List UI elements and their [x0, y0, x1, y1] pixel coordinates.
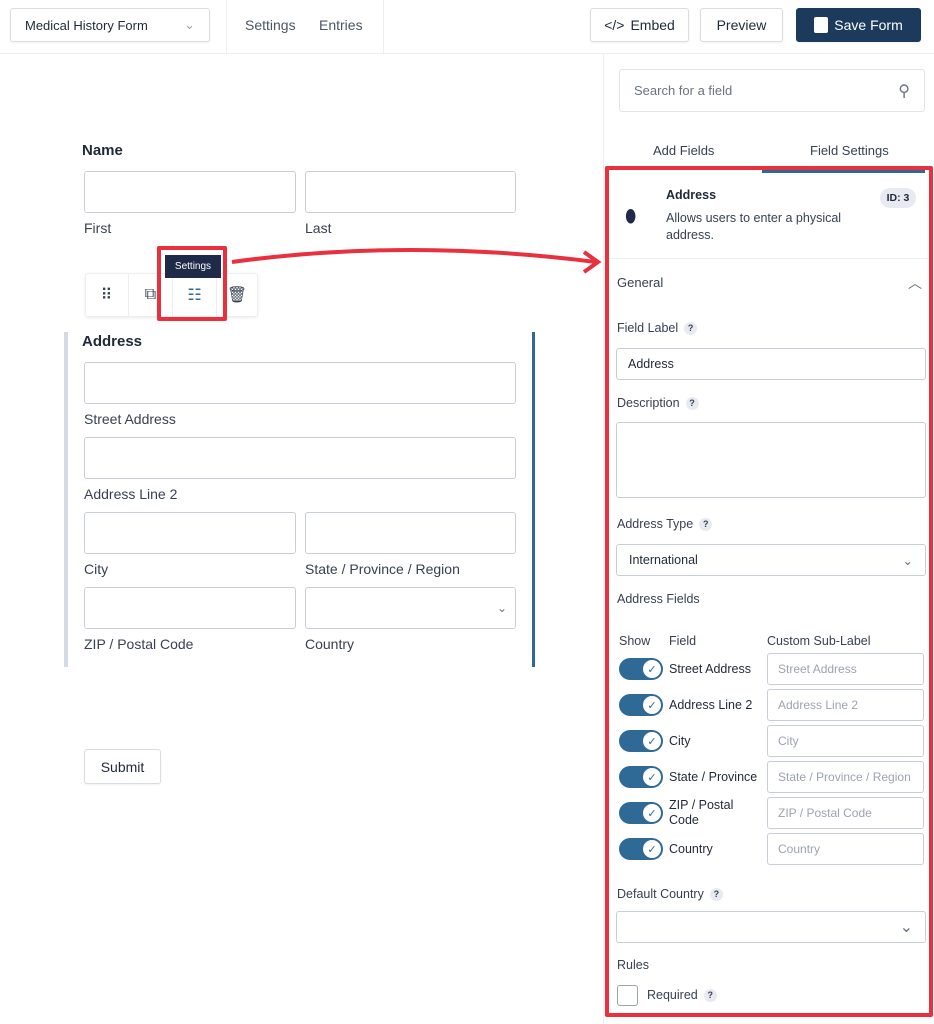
help-icon: ? — [684, 321, 698, 335]
help-icon: ? — [709, 887, 723, 901]
toggle-state[interactable]: ✓ — [619, 766, 663, 788]
sublabel-input[interactable]: Street Address — [767, 653, 924, 685]
drag-handle-icon[interactable]: ⠿ — [85, 273, 129, 317]
check-icon: ✓ — [643, 660, 661, 678]
help-icon: ? — [685, 396, 699, 410]
map-pin-icon: ⬮ — [625, 206, 637, 226]
line2-sublabel: Address Line 2 — [84, 486, 178, 502]
settings-tooltip: Settings — [165, 255, 221, 278]
address-type-label: Address Type? — [617, 517, 713, 531]
sublabel-input[interactable]: ZIP / Postal Code — [767, 797, 924, 829]
required-checkbox[interactable] — [617, 985, 638, 1006]
toggle-country[interactable]: ✓ — [619, 838, 663, 860]
form-name: Medical History Form — [25, 17, 148, 33]
address-label: Address — [82, 333, 143, 350]
line2-input[interactable] — [84, 437, 516, 479]
active-tab-indicator — [762, 170, 925, 173]
chevron-down-icon: ⌄ — [902, 553, 913, 568]
last-sublabel: Last — [305, 220, 332, 236]
required-label: Required? — [647, 988, 717, 1002]
rules-label: Rules — [617, 958, 649, 972]
sublabel-input[interactable]: State / Province / Region — [767, 761, 924, 793]
first-sublabel: First — [84, 220, 112, 236]
check-icon: ✓ — [643, 696, 661, 714]
first-name-input[interactable] — [84, 171, 296, 213]
form-selector[interactable]: Medical History Form ⌄ — [10, 8, 210, 42]
field-id-badge: ID: 3 — [880, 188, 916, 208]
check-icon: ✓ — [643, 840, 661, 858]
nav-settings[interactable]: Settings — [245, 17, 296, 33]
top-bar: Medical History Form ⌄ Settings Entries <… — [0, 0, 934, 54]
row-field-name: ZIP / Postal Code — [669, 798, 734, 827]
search-icon: ⚲ — [898, 82, 910, 100]
field-type-description: Allows users to enter a physical address… — [666, 211, 842, 242]
chevron-down-icon: ⌄ — [899, 919, 913, 936]
field-left-bar — [64, 332, 68, 667]
field-selected-bar — [532, 332, 535, 667]
help-icon: ? — [703, 988, 717, 1002]
address-fields-label: Address Fields — [617, 592, 700, 606]
sublabel-input[interactable]: City — [767, 725, 924, 757]
duplicate-icon[interactable]: ⧉ — [129, 273, 173, 317]
preview-button[interactable]: Preview — [700, 8, 783, 42]
tab-add-fields[interactable]: Add Fields — [653, 143, 715, 158]
description-label: Description? — [617, 396, 699, 410]
settings-sliders-icon[interactable]: ☷ — [173, 273, 217, 317]
country-sublabel: Country — [305, 636, 355, 652]
sublabel-input[interactable]: Address Line 2 — [767, 689, 924, 721]
check-icon: ✓ — [643, 804, 661, 822]
state-input[interactable] — [305, 512, 516, 554]
help-icon: ? — [699, 517, 713, 531]
sublabel-input[interactable]: Country — [767, 833, 924, 865]
save-form-button[interactable]: Save Form — [796, 8, 921, 42]
toggle-zip[interactable]: ✓ — [619, 802, 663, 824]
toggle-street[interactable]: ✓ — [619, 658, 663, 680]
name-label: Name — [82, 142, 123, 159]
city-sublabel: City — [84, 561, 109, 577]
row-field-name: State / Province — [669, 770, 758, 784]
toggle-line2[interactable]: ✓ — [619, 694, 663, 716]
country-select[interactable]: ⌄ — [305, 587, 516, 629]
check-icon: ✓ — [643, 768, 661, 786]
row-field-name: Country — [669, 842, 713, 856]
col-show: Show — [619, 634, 651, 648]
nav-entries[interactable]: Entries — [319, 17, 363, 33]
tab-field-settings[interactable]: Field Settings — [810, 143, 889, 158]
field-type-title: Address — [666, 188, 717, 202]
highlight-box — [157, 246, 227, 321]
chevron-up-icon[interactable]: ︿ — [908, 275, 922, 291]
city-input[interactable] — [84, 512, 296, 554]
submit-button[interactable]: Submit — [84, 749, 161, 784]
col-field: Field — [669, 634, 697, 648]
last-name-input[interactable] — [305, 171, 516, 213]
row-field-name: Street Address — [669, 662, 751, 676]
state-sublabel: State / Province / Region — [305, 561, 460, 577]
row-field-name: Address Line 2 — [669, 698, 753, 712]
row-field-name: City — [669, 734, 691, 748]
check-icon: ✓ — [643, 732, 661, 750]
street-input[interactable] — [84, 362, 516, 404]
zip-input[interactable] — [84, 587, 296, 629]
toggle-city[interactable]: ✓ — [619, 730, 663, 752]
zip-sublabel: ZIP / Postal Code — [84, 636, 194, 652]
address-type-select[interactable]: International ⌄ — [616, 544, 926, 576]
field-label-input[interactable]: Address — [616, 348, 926, 380]
street-sublabel: Street Address — [84, 411, 176, 427]
default-country-label: Default Country? — [617, 887, 723, 901]
save-icon — [814, 17, 829, 33]
default-country-select[interactable]: ⌄ — [616, 911, 926, 943]
field-search-input[interactable]: Search for a field ⚲ — [619, 69, 925, 112]
field-label-label: Field Label? — [617, 321, 698, 335]
code-icon: </> — [604, 17, 625, 33]
sidebar-divider — [603, 54, 604, 1024]
col-custom-sublabel: Custom Sub-Label — [767, 634, 871, 648]
trash-icon[interactable]: 🗑 — [226, 287, 248, 304]
chevron-down-icon: ⌄ — [184, 17, 195, 32]
general-section-header[interactable]: General — [617, 275, 664, 290]
chevron-down-icon: ⌄ — [496, 601, 507, 615]
arrow-annotation — [231, 248, 602, 274]
description-textarea[interactable] — [616, 422, 926, 498]
embed-button[interactable]: </> Embed — [590, 8, 689, 42]
